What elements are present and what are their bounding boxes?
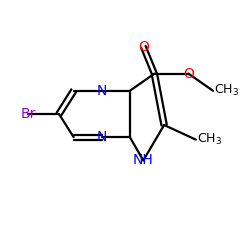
Text: N: N <box>96 130 107 144</box>
Text: NH: NH <box>133 154 154 168</box>
Text: CH$_3$: CH$_3$ <box>214 83 239 98</box>
Text: O: O <box>183 67 194 81</box>
Text: CH$_3$: CH$_3$ <box>197 132 222 147</box>
Text: Br: Br <box>21 107 36 121</box>
Text: N: N <box>96 84 107 98</box>
Text: O: O <box>138 40 149 54</box>
